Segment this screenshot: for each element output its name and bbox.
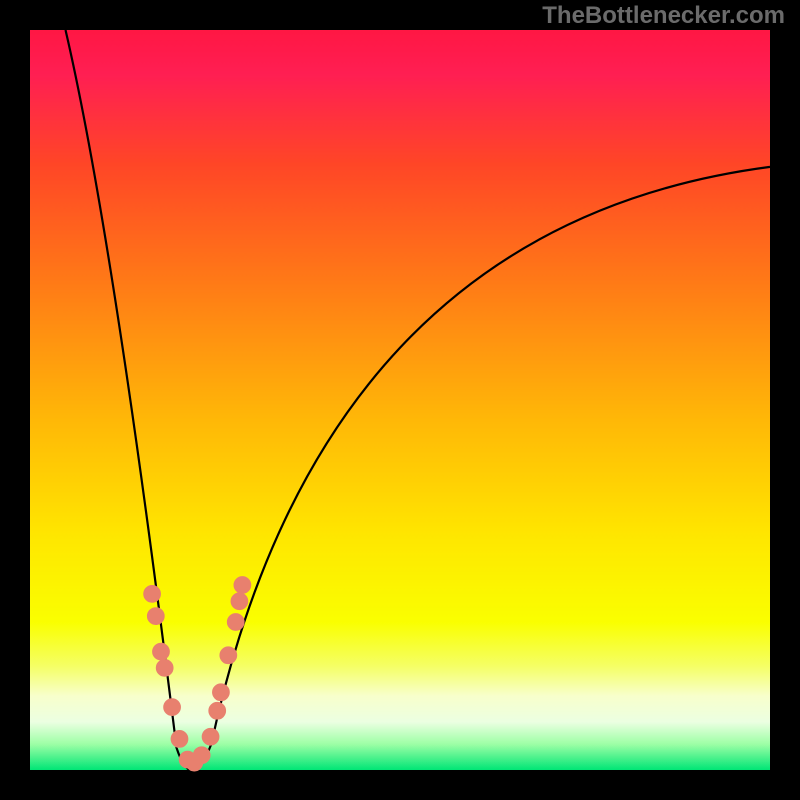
marker-dot xyxy=(171,730,188,747)
marker-dot xyxy=(193,747,210,764)
curve-layer xyxy=(30,30,770,770)
marker-dot xyxy=(144,585,161,602)
chart-stage: TheBottlenecker.com xyxy=(0,0,800,800)
plot-area xyxy=(30,30,770,770)
marker-dot xyxy=(234,577,251,594)
marker-dot xyxy=(152,643,169,660)
v-curve xyxy=(66,30,770,770)
marker-dot xyxy=(164,699,181,716)
watermark-text: TheBottlenecker.com xyxy=(542,2,785,30)
marker-dot xyxy=(209,702,226,719)
marker-dot xyxy=(212,684,229,701)
marker-dot xyxy=(156,659,173,676)
marker-dot xyxy=(202,728,219,745)
marker-dot xyxy=(231,593,248,610)
marker-dot xyxy=(227,614,244,631)
marker-dot xyxy=(220,647,237,664)
marker-dot xyxy=(147,608,164,625)
markers xyxy=(144,577,251,772)
